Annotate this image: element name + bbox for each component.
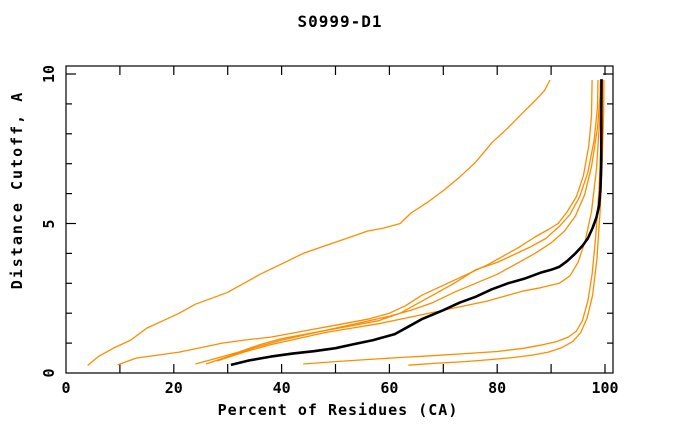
x-tick-label: 100: [591, 379, 619, 397]
reference-curve-thick: [230, 79, 603, 367]
y-tick-label: 5: [40, 218, 58, 229]
x-tick-label: 40: [272, 379, 291, 397]
x-tick-label: 60: [380, 379, 399, 397]
plot-title: S0999-D1: [297, 12, 383, 31]
model-curve-7: [408, 79, 605, 366]
y-tick-label: 0: [40, 368, 58, 378]
model-curve-3: [195, 79, 599, 365]
y-tick-label: 10: [40, 64, 58, 84]
model-curve-4: [205, 79, 602, 365]
x-tick-label: 20: [164, 379, 183, 397]
x-axis-label: Percent of Residues (CA): [217, 401, 459, 419]
model-curve-6: [303, 79, 603, 365]
x-tick-label: 0: [61, 379, 71, 397]
model-curve-5: [216, 79, 602, 362]
x-tick-label: 80: [488, 379, 507, 397]
model-curve-1: [87, 79, 551, 366]
plot-frame: [65, 65, 614, 374]
model-curve-2: [117, 79, 593, 366]
